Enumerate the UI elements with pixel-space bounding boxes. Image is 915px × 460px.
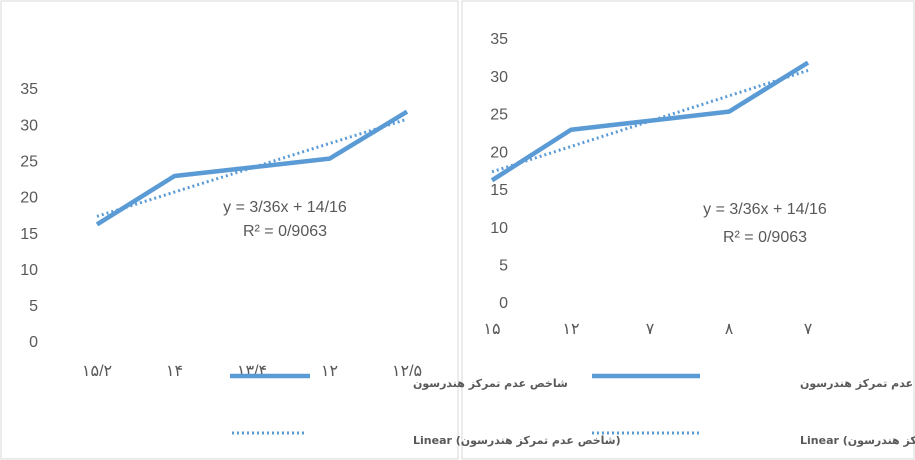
panel-right [461,0,915,460]
y-tick-label: 25 [490,107,508,124]
equation: y = 3/36x + 14/16 [703,201,827,218]
legend-label: شاخص عدم تمرکز هندرسون [413,377,568,390]
y-tick-label: 10 [20,262,38,279]
x-tick-label: ۱۵/۲ [82,363,112,380]
x-tick-label: ۸ [725,321,734,338]
x-tick-label: ۷ [646,321,655,338]
x-tick-label: ۱۴ [166,363,183,380]
equation: R² = 0/9063 [723,229,807,246]
y-tick-label: 5 [499,258,508,275]
y-tick-label: 0 [499,295,508,312]
legend-label: Linear (شاخص عدم تمرکز هندرسون) [800,434,915,447]
x-tick-label: ۱۲/۵ [392,363,422,380]
y-tick-label: 15 [490,182,508,199]
y-tick-label: 10 [490,220,508,237]
x-tick-label: ۷ [804,321,813,338]
trend-line [491,69,809,174]
legend-label: Linear (شاخص عدم تمرکز هندرسون) [413,434,621,447]
x-tick-label: ۱۲ [562,321,579,338]
y-tick-label: 30 [20,117,38,134]
y-tick-label: 5 [29,298,38,315]
y-tick-label: 25 [20,154,38,171]
y-tick-label: 20 [20,190,38,207]
panel-left [0,0,459,460]
y-tick-label: 0 [29,334,38,351]
equation: R² = 0/9063 [243,223,327,240]
y-tick-label: 30 [490,69,508,86]
equation: y = 3/36x + 14/16 [223,199,347,216]
y-tick-label: 15 [20,226,38,243]
y-tick-label: 20 [490,144,508,161]
x-tick-label: ۱۲ [321,363,338,380]
data-line [95,109,409,227]
y-tick-label: 35 [490,31,508,48]
legend-label: شاخص عدم تمرکز هندرسون [800,377,915,390]
x-tick-label: ۱۵ [483,321,500,338]
trend-line [96,117,408,218]
y-tick-label: 35 [20,81,38,98]
